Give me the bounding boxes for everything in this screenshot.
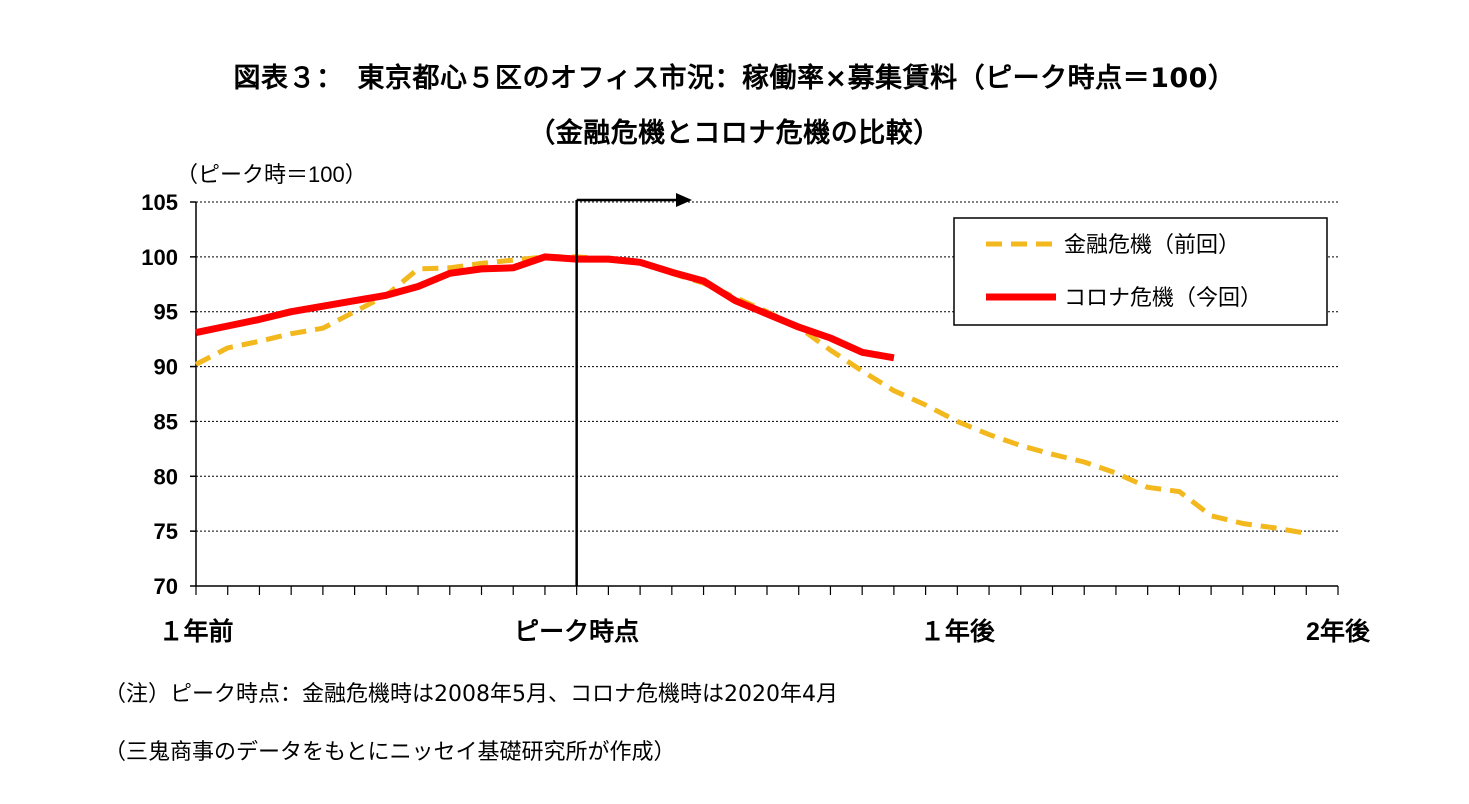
x-tick-label: １年前 bbox=[158, 617, 233, 646]
y-tick-label: 80 bbox=[154, 464, 178, 489]
x-tick-label: １年後 bbox=[920, 617, 996, 646]
legend: 金融危機（前回） コロナ危機（今回） bbox=[953, 217, 1328, 326]
y-tick-label: 105 bbox=[141, 190, 178, 215]
chart-subtitle: （金融危機とコロナ危機の比較） bbox=[528, 118, 941, 149]
y-tick-label: 70 bbox=[154, 574, 178, 599]
y-tick-label: 95 bbox=[154, 300, 178, 325]
legend-label-2: コロナ危機（今回） bbox=[1064, 285, 1262, 310]
axes bbox=[190, 201, 1339, 595]
peak-marker-arrowhead bbox=[676, 193, 692, 207]
legend-label-1: 金融危機（前回） bbox=[1064, 232, 1240, 257]
axis-labels: 105 100 95 90 85 80 75 70 （ピーク時＝100） １年前 ピーク時点 １年後 2… bbox=[141, 162, 1371, 646]
y-tick-label: 75 bbox=[154, 519, 178, 544]
y-tick-label: 100 bbox=[141, 245, 178, 270]
footnote: （注）ピーク時点：金融危機時は2008年5月、コロナ危機時は2020年4月 bbox=[104, 682, 838, 707]
line-chart: 105 100 95 90 85 80 75 70 （ピーク時＝100） １年前 ピーク時点 １年後 2… bbox=[141, 162, 1371, 646]
legend-box bbox=[953, 217, 1328, 326]
y-tick-label: 85 bbox=[154, 409, 178, 434]
source-note: （三鬼商事のデータをもとにニッセイ基礎研究所が作成） bbox=[104, 740, 676, 765]
series-layer bbox=[194, 253, 1307, 536]
series-line-2 bbox=[195, 253, 895, 362]
x-tick-label: 2年後 bbox=[1306, 617, 1371, 646]
y-axis-unit-label: （ピーク時＝100） bbox=[176, 162, 367, 187]
chart-title: 図表３： 東京都心５区のオフィス市況：稼働率×募集賃料（ピーク時点＝100） bbox=[233, 63, 1236, 94]
y-tick-label: 90 bbox=[154, 355, 178, 380]
x-tick-label: ピーク時点 bbox=[514, 617, 639, 646]
peak-marker bbox=[575, 193, 692, 586]
